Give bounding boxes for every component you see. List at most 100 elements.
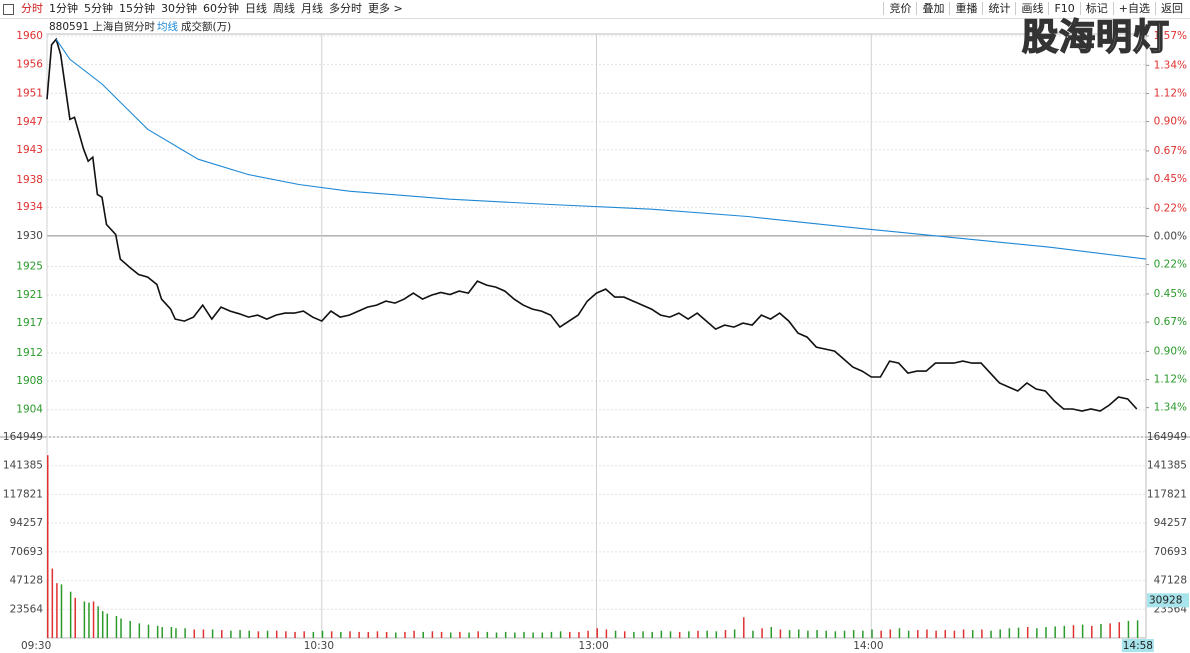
volume-bar (559, 631, 562, 638)
volume-bar (1081, 624, 1084, 638)
volume-bar (349, 631, 351, 638)
cursor-value-box (1147, 593, 1189, 608)
y2-tick-label: 1.12% (1154, 87, 1187, 99)
volume-bar (541, 632, 544, 638)
period-tab[interactable]: 1分钟 (49, 2, 78, 15)
period-tab[interactable]: 月线 (301, 2, 323, 15)
volume-bar (340, 631, 342, 638)
volume-bar (83, 601, 86, 638)
cursor-time-box (1121, 639, 1154, 652)
tool-button[interactable]: 统计 (982, 2, 1016, 15)
y-tick-label: 164949 (3, 431, 43, 443)
volume-bar (51, 568, 54, 638)
period-tab[interactable]: 日线 (245, 2, 267, 15)
volume-bar (459, 631, 461, 638)
y-tick-label: 1951 (16, 87, 43, 99)
volume-bar (129, 620, 131, 638)
cursor-value: 30928 (1149, 594, 1182, 606)
volume-bar (88, 602, 90, 638)
y2-tick-label: 1.57% (1154, 30, 1187, 42)
legend-avg: 均线 (157, 20, 178, 33)
volume-bar (504, 631, 507, 638)
period-tab[interactable]: 5分钟 (84, 2, 113, 15)
y-tick-label: 1917 (16, 317, 43, 329)
period-tab[interactable]: 更多 > (368, 2, 403, 15)
volume-bar (449, 632, 452, 638)
volume-bar (596, 628, 598, 638)
volume-bar (1100, 623, 1102, 638)
volume-bar (569, 631, 571, 638)
volume-bar (312, 631, 315, 638)
y-tick-label: 141385 (3, 460, 43, 472)
price-line (46, 37, 1138, 412)
tool-button[interactable]: +自选 (1112, 2, 1155, 15)
volume-bar (1136, 620, 1139, 638)
y-tick-label: 1947 (16, 116, 43, 128)
y2-tick-label: 0.67% (1154, 316, 1187, 328)
volume-bar (184, 628, 186, 638)
volume-bar (944, 630, 947, 638)
period-tab[interactable]: 15分钟 (119, 2, 155, 15)
y2-tick-label: 1.34% (1154, 402, 1187, 414)
volume-bar (275, 630, 278, 638)
volume-bar (468, 632, 470, 638)
volume-bar (495, 632, 498, 638)
tool-button[interactable]: 重播 (949, 2, 983, 15)
y2-tick-label: 0.90% (1154, 345, 1187, 357)
volume-bar (1008, 628, 1011, 638)
tool-button[interactable]: 返回 (1155, 2, 1188, 15)
y2-tick-label: 141385 (1147, 460, 1187, 472)
y2-tick-label: 70693 (1154, 546, 1187, 558)
volume-bar (221, 630, 223, 638)
volume-bar (935, 630, 937, 638)
volume-bar (385, 631, 388, 638)
y-tick-label: 1908 (16, 375, 43, 387)
period-tab[interactable]: 30分钟 (161, 2, 197, 15)
volume-bar (97, 606, 99, 638)
tool-button[interactable]: 竞价 (883, 2, 917, 15)
volume-bar (175, 628, 177, 638)
volume-bar (202, 629, 205, 638)
volume-bar (358, 631, 360, 638)
volume-bar (733, 629, 736, 638)
menu-icon[interactable] (3, 4, 14, 15)
tool-button[interactable]: 标记 (1079, 2, 1113, 15)
volume-bar (1017, 627, 1020, 638)
y2-tick-label: 0.22% (1154, 259, 1187, 271)
volume-bar (871, 629, 873, 638)
volume-bar (917, 630, 919, 638)
volume-bar (161, 627, 163, 638)
volume-bar (889, 629, 892, 638)
volume-bar (807, 630, 809, 638)
y-tick-label: 1930 (16, 230, 43, 242)
y2-tick-label: 47128 (1154, 575, 1187, 587)
tool-button[interactable]: 画线 (1015, 2, 1049, 15)
tool-button[interactable]: F10 (1048, 2, 1080, 15)
volume-bar (294, 631, 296, 638)
volume-bar (633, 631, 635, 638)
volume-bar (843, 630, 846, 638)
y2-tick-label: 0.45% (1154, 288, 1187, 300)
volume-bar (752, 630, 754, 638)
volume-bar (257, 631, 260, 638)
volume-bar (697, 630, 699, 638)
volume-bar (898, 628, 901, 638)
tool-button[interactable]: 叠加 (916, 2, 950, 15)
y-tick-label: 1912 (16, 347, 43, 359)
average-line (55, 38, 1147, 260)
volume-bar (816, 630, 818, 638)
volume-bar (962, 629, 965, 638)
volume-bar (706, 630, 708, 638)
cursor-time: 14:58 (1123, 640, 1153, 652)
period-tab[interactable]: 多分时 (329, 2, 362, 15)
period-tab[interactable]: 分时 (21, 2, 43, 15)
y-tick-label: 1934 (16, 201, 43, 213)
volume-bar (330, 631, 333, 638)
volume-bar (106, 613, 109, 638)
volume-title: 成交额(万) (181, 20, 231, 33)
period-tab[interactable]: 周线 (273, 2, 295, 15)
volume-bar (990, 630, 992, 638)
volume-bar (651, 631, 653, 638)
period-tab[interactable]: 60分钟 (203, 2, 239, 15)
volume-bar (230, 630, 232, 638)
